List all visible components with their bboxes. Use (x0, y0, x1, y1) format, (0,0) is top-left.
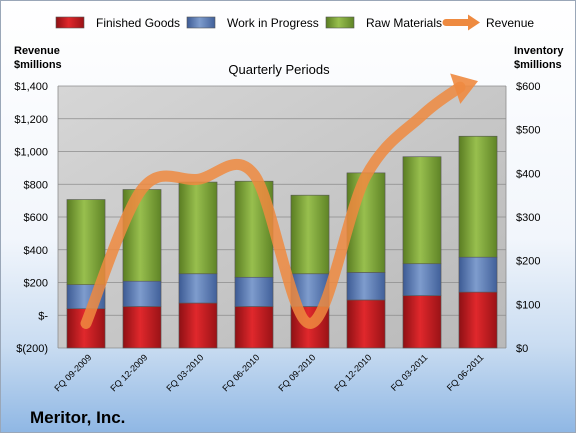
left-tick-label: $200 (24, 278, 48, 290)
bar-work-in-progress (458, 256, 498, 293)
right-axis-label-line2: $millions (514, 59, 562, 71)
bar-finished-goods (122, 306, 162, 349)
left-tick-label: $1,200 (14, 114, 48, 126)
legend-label-work-in-progress: Work in Progress (227, 16, 319, 30)
company-name: Meritor, Inc. (30, 408, 125, 427)
right-axis-label-line1: Inventory (514, 45, 564, 57)
left-tick-label: $1,000 (14, 147, 48, 159)
bar-raw-materials (178, 181, 218, 275)
bar-work-in-progress (122, 280, 162, 307)
left-axis-label-line1: Revenue (14, 45, 60, 57)
bar-work-in-progress (346, 272, 386, 301)
bar-work-in-progress (402, 263, 442, 296)
bar-raw-materials (402, 156, 442, 265)
bar-finished-goods (346, 299, 386, 349)
left-tick-label: $800 (24, 179, 48, 191)
bar-finished-goods (234, 306, 274, 349)
legend-swatch-finished-goods (55, 16, 85, 29)
legend: Finished Goods Work in Progress Raw Materi… (55, 14, 534, 31)
revenue-arrow-head (450, 73, 478, 104)
right-tick-label: $600 (516, 81, 540, 93)
right-tick-label: $300 (516, 212, 540, 224)
chart-title: Quarterly Periods (228, 62, 330, 77)
legend-swatch-work-in-progress (186, 16, 216, 29)
bar-finished-goods (458, 291, 498, 349)
legend-label-revenue: Revenue (486, 16, 534, 30)
right-tick-label: $0 (516, 343, 528, 355)
revenue-line-path (80, 81, 466, 329)
bar-work-in-progress (178, 273, 218, 304)
bar-raw-materials (66, 199, 106, 285)
left-tick-label: $- (38, 310, 48, 322)
revenue-line (80, 73, 478, 329)
left-tick-label: $400 (24, 245, 48, 257)
right-tick-label: $200 (516, 256, 540, 268)
legend-arrow-revenue (468, 14, 480, 31)
bar-raw-materials (290, 194, 330, 275)
bar-finished-goods (178, 302, 218, 349)
left-tick-label: $1,400 (14, 81, 48, 93)
left-tick-label: $600 (24, 212, 48, 224)
legend-swatch-raw-materials (325, 16, 355, 29)
left-axis: $(200) $- $200 $400 $600 $800 $1,000 $1,200 $1,4… (14, 81, 48, 355)
right-axis: $0 $100 $200 $300 $400 $500 $600 (516, 81, 540, 355)
right-tick-label: $400 (516, 168, 540, 180)
left-tick-label: $(200) (16, 343, 48, 355)
legend-label-finished-goods: Finished Goods (96, 16, 180, 30)
bar-finished-goods (402, 295, 442, 349)
legend-label-raw-materials: Raw Materials (366, 16, 442, 30)
bar-work-in-progress (234, 276, 274, 307)
right-tick-label: $500 (516, 125, 540, 137)
left-axis-label-line2: $millions (14, 59, 62, 71)
right-tick-label: $100 (516, 299, 540, 311)
bar-raw-materials (458, 135, 498, 258)
